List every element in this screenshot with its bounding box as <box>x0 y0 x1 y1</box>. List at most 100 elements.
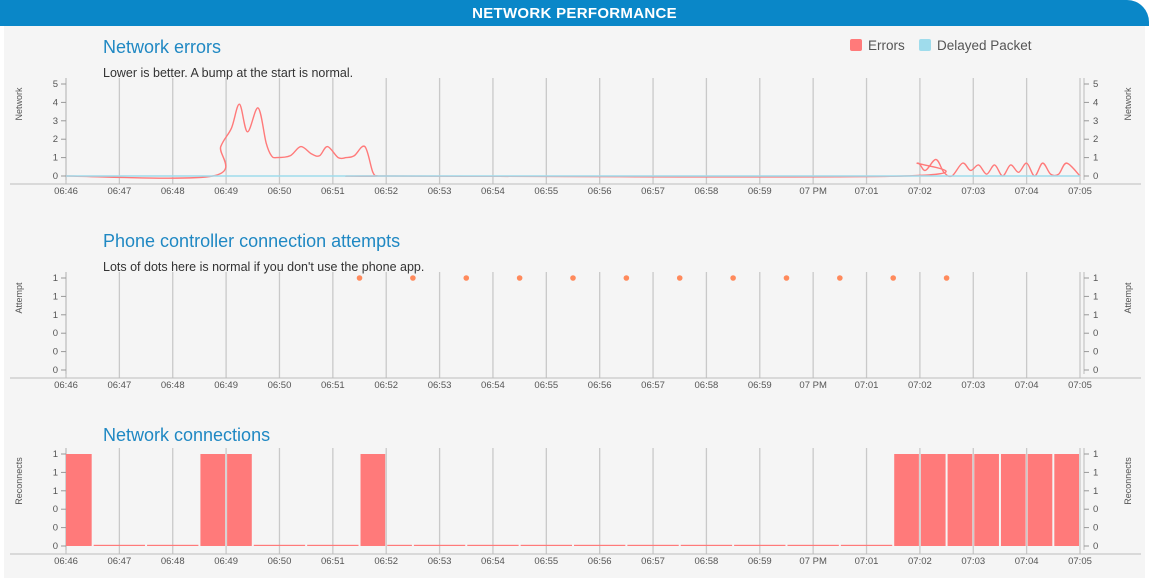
x-tick-label: 06:56 <box>588 380 612 391</box>
x-tick-label: 06:54 <box>481 186 505 197</box>
y-tick-label-right: 1 <box>1093 273 1098 284</box>
bar[interactable] <box>894 454 919 546</box>
charts-panel: Network errors Lower is better. A bump a… <box>4 26 1145 578</box>
x-tick-label: 06:52 <box>374 556 398 567</box>
legend-swatch-delayed[interactable] <box>919 39 931 51</box>
y-tick-label-right: 0 <box>1093 347 1098 358</box>
y-tick-label-right: 5 <box>1093 79 1098 90</box>
x-tick-label: 07:03 <box>961 186 985 197</box>
y-axis-label-right: Reconnects <box>1123 457 1133 505</box>
x-tick-label: 06:54 <box>481 556 505 567</box>
x-tick-label: 06:59 <box>748 556 772 567</box>
bar[interactable] <box>574 544 626 546</box>
x-tick-label: 06:57 <box>641 556 665 567</box>
y-tick-label-left: 0 <box>53 504 58 515</box>
x-tick-label: 06:49 <box>214 186 238 197</box>
x-tick-label: 07:03 <box>961 556 985 567</box>
chart-network-connections: Network connections Reconnects Reconnect… <box>10 425 1141 567</box>
data-point[interactable] <box>783 275 790 281</box>
data-point[interactable] <box>463 275 470 281</box>
x-tick-label: 06:46 <box>54 380 78 391</box>
y-tick-label-right: 0 <box>1093 365 1098 376</box>
data-point[interactable] <box>943 275 950 281</box>
x-tick-label: 07:05 <box>1068 556 1092 567</box>
data-point[interactable] <box>356 275 363 281</box>
charts-canvas: Network errors Lower is better. A bump a… <box>10 37 1141 567</box>
y-tick-label-left: 0 <box>53 328 58 339</box>
y-tick-label-left: 4 <box>53 97 58 108</box>
y-tick-label-left: 1 <box>53 153 58 164</box>
x-tick-label: 07:01 <box>855 556 879 567</box>
x-tick-label: 06:51 <box>321 380 345 391</box>
x-tick-label: 06:56 <box>588 556 612 567</box>
y-tick-label-left: 0 <box>53 365 58 376</box>
bar[interactable] <box>387 544 412 546</box>
legend-label-errors[interactable]: Errors <box>868 38 905 53</box>
data-point[interactable] <box>676 275 683 281</box>
data-point[interactable] <box>570 275 576 281</box>
chart-network-errors: Network errors Lower is better. A bump a… <box>10 37 1141 197</box>
bar[interactable] <box>734 544 786 546</box>
bar[interactable] <box>974 454 999 546</box>
data-point[interactable] <box>516 275 523 281</box>
bar[interactable] <box>840 544 893 546</box>
y-tick-label-right: 1 <box>1093 467 1098 478</box>
x-tick-label: 06:55 <box>534 556 558 567</box>
bar[interactable] <box>467 544 519 546</box>
bar[interactable] <box>413 544 466 546</box>
y-tick-label-left: 1 <box>53 291 58 302</box>
y-tick-label-right: 1 <box>1093 153 1098 164</box>
y-tick-label-right: 0 <box>1093 523 1098 534</box>
x-tick-label: 06:53 <box>428 556 452 567</box>
series-line-errors[interactable] <box>65 103 1081 179</box>
x-tick-label: 06:51 <box>321 556 345 567</box>
bar[interactable] <box>66 454 92 546</box>
x-tick-label: 07:02 <box>908 186 932 197</box>
data-point[interactable] <box>410 275 416 281</box>
bar[interactable] <box>1000 454 1026 546</box>
bar[interactable] <box>520 544 572 546</box>
bar[interactable] <box>307 544 359 546</box>
legend-swatch-errors[interactable] <box>850 39 862 51</box>
chart-title: Network errors <box>103 37 221 57</box>
bar[interactable] <box>947 454 973 546</box>
x-tick-label: 06:50 <box>268 186 292 197</box>
bar[interactable] <box>93 544 146 546</box>
y-tick-label-right: 1 <box>1093 486 1098 497</box>
x-tick-label: 06:53 <box>428 186 452 197</box>
data-point[interactable] <box>837 275 843 281</box>
y-tick-label-left: 5 <box>53 79 58 90</box>
data-point[interactable] <box>730 275 736 281</box>
bar[interactable] <box>1027 454 1053 546</box>
y-tick-label-left: 1 <box>53 273 58 284</box>
y-tick-label-right: 0 <box>1093 171 1098 182</box>
x-tick-label: 07:05 <box>1068 186 1092 197</box>
x-tick-label: 06:52 <box>374 186 398 197</box>
y-tick-label-right: 4 <box>1093 97 1098 108</box>
bar[interactable] <box>680 544 733 546</box>
bar[interactable] <box>627 544 679 546</box>
bar[interactable] <box>227 454 252 546</box>
y-axis-label-right: Attempt <box>1123 282 1133 314</box>
x-tick-label: 06:48 <box>161 380 185 391</box>
y-tick-label-right: 1 <box>1093 449 1098 460</box>
bar[interactable] <box>147 544 199 546</box>
chart-subtitle: Lots of dots here is normal if you don't… <box>103 260 424 274</box>
legend-label-delayed[interactable]: Delayed Packet <box>937 38 1032 53</box>
y-tick-label-right: 3 <box>1093 116 1098 127</box>
y-tick-label-right: 0 <box>1093 328 1098 339</box>
y-tick-label-right: 1 <box>1093 310 1098 321</box>
bar[interactable] <box>787 544 839 546</box>
bar[interactable] <box>360 454 386 546</box>
x-tick-label: 06:52 <box>374 380 398 391</box>
bar[interactable] <box>920 454 946 546</box>
x-tick-label: 07:04 <box>1015 556 1039 567</box>
bar[interactable] <box>1054 454 1079 546</box>
bar[interactable] <box>253 544 306 546</box>
data-point[interactable] <box>890 275 897 281</box>
y-axis-label-left: Attempt <box>14 282 24 314</box>
data-point[interactable] <box>623 275 630 281</box>
x-tick-label: 06:50 <box>268 380 292 391</box>
x-tick-label: 07:01 <box>855 380 879 391</box>
bar[interactable] <box>200 454 226 546</box>
